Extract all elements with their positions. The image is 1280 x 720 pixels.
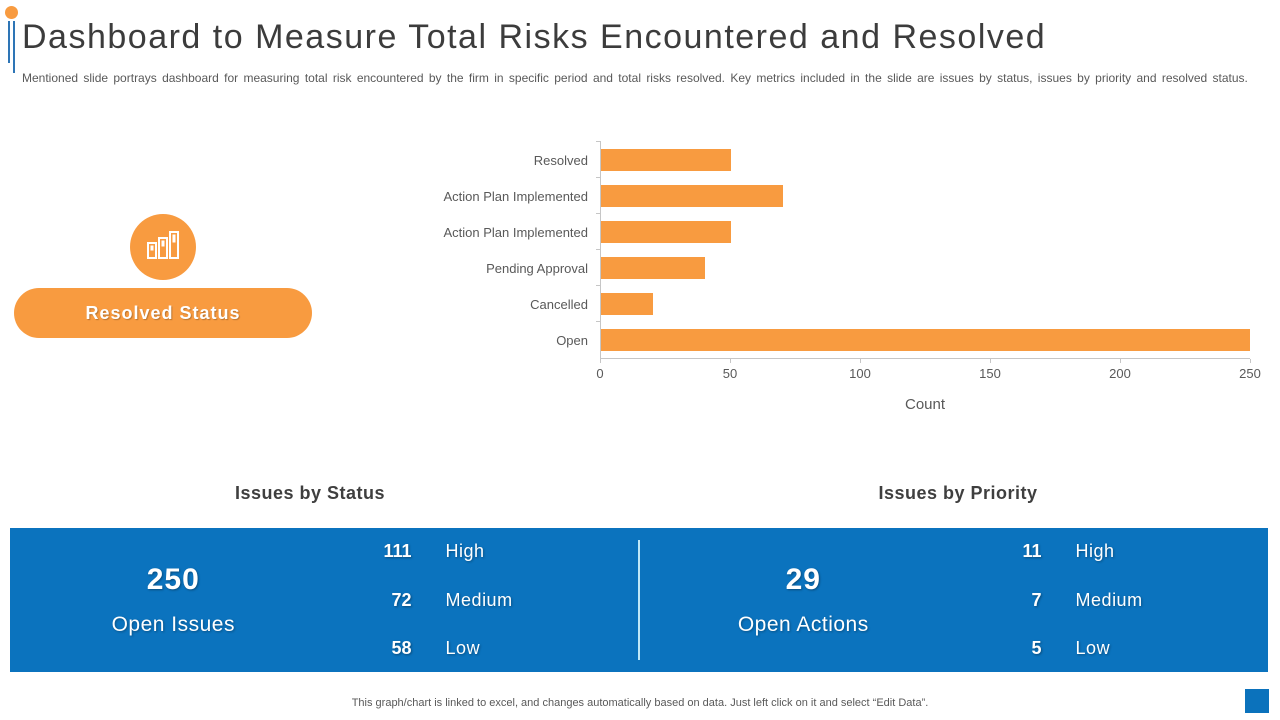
- y-axis-tick: [596, 177, 601, 178]
- stat-row: 58 Low: [337, 638, 638, 659]
- category-label: Open: [556, 332, 588, 348]
- category-label: Action Plan Implemented: [443, 224, 588, 240]
- stat-value: 7: [1031, 589, 1042, 610]
- stat-label: Medium: [445, 589, 513, 610]
- chart-row: Resolved: [410, 141, 1250, 178]
- chart-row: Cancelled: [410, 285, 1250, 322]
- bar-cancelled: [601, 293, 653, 315]
- open-issues-headline: 250 Open Issues: [10, 528, 337, 672]
- bar-area: [596, 213, 1250, 250]
- stat-value: 5: [1031, 638, 1042, 658]
- y-axis-tick: [596, 321, 601, 322]
- chart-plot-area: Resolved Action Plan Implemented Action Pl…: [410, 141, 1250, 358]
- x-axis-tick: [1250, 359, 1251, 363]
- x-tick-label: 200: [1109, 366, 1131, 381]
- open-actions-headline: 29 Open Actions: [640, 528, 967, 672]
- footer-logo-square: [1245, 689, 1269, 713]
- y-axis-tick: [596, 141, 601, 142]
- bar-chart-icon: [143, 225, 183, 270]
- x-tick-label: 0: [596, 366, 604, 381]
- bar-area: [596, 285, 1250, 322]
- open-actions-count: 29: [785, 563, 821, 596]
- x-tick-label: 250: [1239, 366, 1261, 381]
- stat-label: High: [1075, 541, 1115, 561]
- y-axis-tick: [596, 249, 601, 250]
- stat-label: Medium: [1075, 589, 1143, 610]
- x-axis-tick: [990, 359, 991, 363]
- issues-by-priority-heading: Issues by Priority: [878, 483, 1038, 503]
- x-tick-label: 50: [722, 366, 738, 381]
- y-axis-tick: [596, 285, 601, 286]
- pin-line-decoration: [8, 21, 10, 63]
- chart-x-axis: 0 50 100 150 200 250: [596, 358, 1261, 388]
- stat-value: 11: [1022, 541, 1042, 561]
- x-axis-tick: [1120, 359, 1121, 363]
- stat-value: 72: [391, 589, 412, 610]
- bar-area: [596, 321, 1250, 358]
- stat-row: 11 High: [967, 541, 1268, 562]
- resolved-status-button[interactable]: Resolved Status: [14, 288, 312, 338]
- bar-resolved: [601, 149, 731, 171]
- category-label: Resolved: [533, 152, 588, 168]
- bar-action-plan-implemented: [601, 185, 783, 207]
- open-actions-label: Open Actions: [737, 613, 869, 636]
- open-issues-panel: 250 Open Issues 111 High 72 Medium 58 Low: [10, 528, 638, 672]
- category-label: Pending Approval: [486, 260, 588, 276]
- category-label: Cancelled: [530, 296, 588, 312]
- stat-label: High: [445, 541, 485, 561]
- x-axis-tick: [730, 359, 731, 363]
- bar-area: [596, 249, 1250, 286]
- footer-note: This graph/chart is linked to excel, and…: [351, 697, 929, 709]
- band-divider: [638, 540, 640, 660]
- status-stats-list: 111 High 72 Medium 58 Low: [337, 528, 638, 672]
- risk-status-bar-chart[interactable]: Resolved Action Plan Implemented Action Pl…: [410, 141, 1261, 413]
- bar-action-plan-implemented: [601, 221, 731, 243]
- resolved-status-badge: [130, 214, 196, 280]
- slide-subtitle: Mentioned slide portrays dashboard for m…: [22, 71, 1248, 85]
- bar-open: [601, 329, 1250, 351]
- stat-value: 111: [383, 541, 412, 561]
- chart-row: Pending Approval: [410, 249, 1250, 286]
- chart-row: Action Plan Implemented: [410, 213, 1250, 250]
- bar-area: [596, 141, 1250, 178]
- x-tick-label: 150: [979, 366, 1001, 381]
- issues-by-status-heading: Issues by Status: [234, 483, 386, 503]
- page-title: Dashboard to Measure Total Risks Encount…: [22, 18, 1047, 56]
- chart-row: Open: [410, 321, 1250, 358]
- metrics-band: 250 Open Issues 111 High 72 Medium 58 Low 29 …: [10, 528, 1268, 672]
- y-axis-tick: [596, 213, 601, 214]
- stat-value: 58: [391, 638, 412, 658]
- priority-stats-list: 11 High 7 Medium 5 Low: [967, 528, 1268, 672]
- pin-dot-decoration: [5, 6, 18, 19]
- stat-label: Low: [1075, 638, 1111, 658]
- stat-row: 5 Low: [967, 638, 1268, 659]
- pin-line-decoration: [13, 21, 15, 73]
- stat-label: Low: [445, 638, 481, 658]
- open-actions-panel: 29 Open Actions 11 High 7 Medium 5 Low: [640, 528, 1268, 672]
- stat-row: 111 High: [337, 541, 638, 562]
- stat-row: 72 Medium: [337, 590, 638, 611]
- chart-row: Action Plan Implemented: [410, 177, 1250, 214]
- x-axis-tick: [600, 359, 601, 363]
- category-label: Action Plan Implemented: [443, 188, 588, 204]
- stat-row: 7 Medium: [967, 590, 1268, 611]
- x-tick-label: 100: [849, 366, 871, 381]
- x-axis-tick: [860, 359, 861, 363]
- open-issues-count: 250: [146, 563, 200, 596]
- chart-x-axis-title: Count: [904, 396, 946, 413]
- open-issues-label: Open Issues: [111, 613, 235, 636]
- bar-area: [596, 177, 1250, 214]
- bar-pending-approval: [601, 257, 705, 279]
